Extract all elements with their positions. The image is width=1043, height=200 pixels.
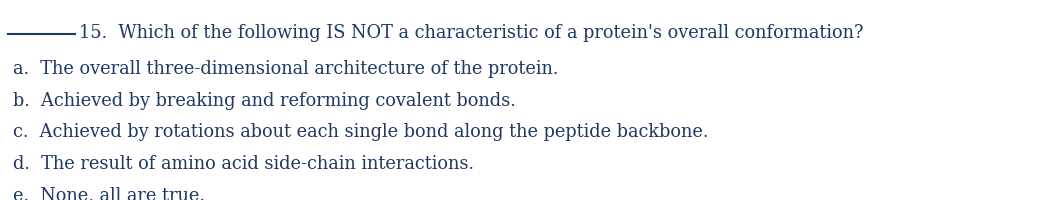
Text: a.  The overall three-dimensional architecture of the protein.: a. The overall three-dimensional archite…: [13, 60, 558, 78]
Text: 15.  Which of the following IS NOT a characteristic of a protein's overall confo: 15. Which of the following IS NOT a char…: [79, 24, 864, 42]
Text: c.  Achieved by rotations about each single bond along the peptide backbone.: c. Achieved by rotations about each sing…: [13, 123, 708, 141]
Text: b.  Achieved by breaking and reforming covalent bonds.: b. Achieved by breaking and reforming co…: [13, 92, 515, 110]
Text: d.  The result of amino acid side-chain interactions.: d. The result of amino acid side-chain i…: [13, 155, 474, 173]
Text: e.  None, all are true.: e. None, all are true.: [13, 186, 204, 200]
